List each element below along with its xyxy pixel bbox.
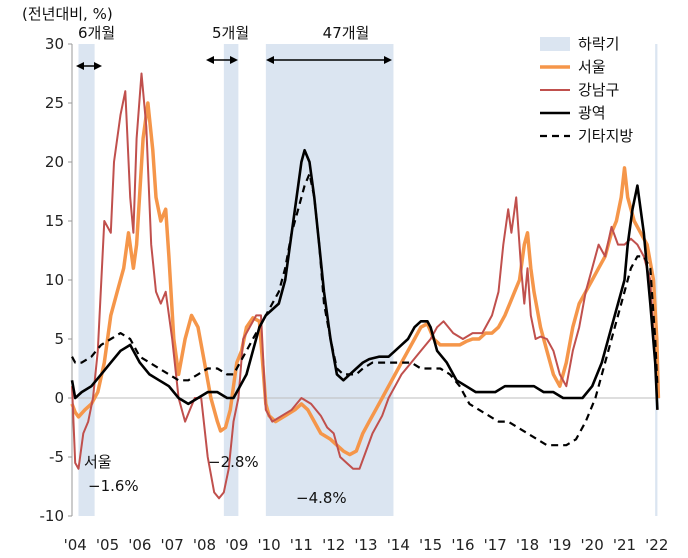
- x-tick-label: '21: [613, 536, 636, 554]
- arrow-5m-head-right: [230, 56, 238, 64]
- y-tick-label: 5: [54, 330, 64, 348]
- arrow-6m-head-right: [94, 62, 102, 70]
- x-tick-label: '19: [548, 536, 571, 554]
- series-gangnam: [71, 72, 659, 500]
- legend-swatch-decline: [540, 37, 570, 51]
- x-tick-label: '16: [451, 536, 474, 554]
- arrow-6m-head-left: [76, 62, 84, 70]
- period-label-47m: 47개월: [323, 24, 370, 42]
- x-tick-label: '20: [581, 536, 604, 554]
- arrow-47m-head-left: [266, 56, 274, 64]
- series-other: [71, 172, 659, 447]
- y-tick-label: -10: [40, 507, 65, 525]
- legend-label: 강남구: [578, 81, 619, 99]
- region-label-seoul: 서울: [84, 453, 112, 471]
- y-tick-label: -5: [49, 448, 64, 466]
- x-tick-label: '13: [354, 536, 377, 554]
- x-tick-label: '12: [322, 536, 345, 554]
- y-tick-label: 20: [45, 153, 64, 171]
- legend-label: 서울: [578, 58, 606, 76]
- x-tick-label: '06: [128, 536, 151, 554]
- x-tick-label: '05: [96, 536, 119, 554]
- x-tick-label: '11: [290, 536, 313, 554]
- y-tick-label: 0: [54, 389, 64, 407]
- low-label-2004: −1.6%: [88, 477, 139, 495]
- x-tick-label: '15: [419, 536, 442, 554]
- x-tick-label: '22: [645, 536, 668, 554]
- y-tick-label: 10: [45, 271, 64, 289]
- decline-band-3: [655, 44, 658, 516]
- series-seoul: [70, 101, 661, 457]
- x-tick-label: '14: [387, 536, 410, 554]
- y-tick-label: 30: [45, 35, 64, 53]
- legend-label: 기타지방: [578, 127, 633, 145]
- low-label-2012: −4.8%: [296, 489, 347, 507]
- arrow-5m-head-left: [206, 56, 214, 64]
- x-tick-label: '17: [484, 536, 507, 554]
- period-label-5m: 5개월: [212, 24, 249, 42]
- series-metro: [70, 148, 659, 410]
- legend-label: 광역: [578, 104, 606, 122]
- period-label-6m: 6개월: [78, 24, 115, 42]
- axes: -10 -5 0 5 10 15 20 25 30 '04 '05 '06 '07 '08 '09 '10 '1…: [40, 35, 669, 554]
- low-label-2009: −2.8%: [208, 453, 259, 471]
- x-tick-label: '10: [257, 536, 280, 554]
- x-tick-label: '09: [225, 536, 248, 554]
- y-tick-label: 25: [45, 94, 64, 112]
- x-tick-label: '08: [193, 536, 216, 554]
- unit-label: (전년대비, %): [22, 5, 113, 23]
- x-tick-label: '04: [64, 536, 87, 554]
- arrow-47m-head-right: [384, 56, 392, 64]
- legend-label: 하락기: [578, 35, 619, 53]
- x-tick-label: '07: [161, 536, 184, 554]
- x-tick-label: '18: [516, 536, 539, 554]
- y-tick-label: 15: [45, 212, 64, 230]
- series-lines: [70, 72, 661, 500]
